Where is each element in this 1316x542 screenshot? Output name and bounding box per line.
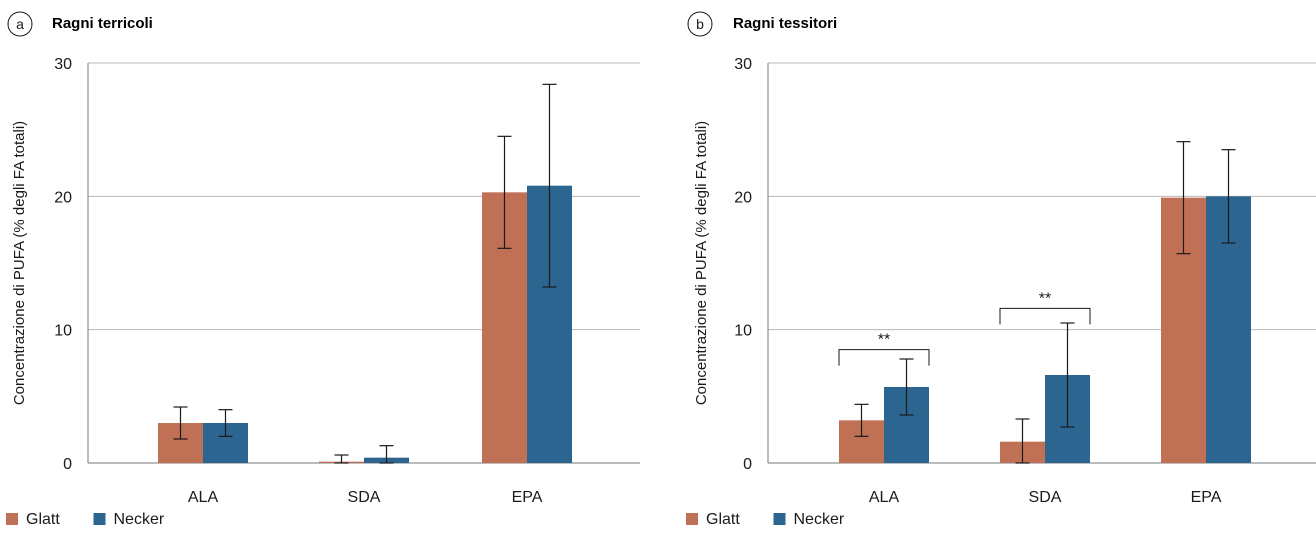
legend-label: Necker bbox=[794, 511, 845, 528]
significance-marker: ** bbox=[878, 332, 890, 349]
x-tick-label: SDA bbox=[1029, 489, 1062, 506]
legend-swatch-necker bbox=[773, 513, 786, 525]
significance-bracket bbox=[999, 307, 1091, 325]
y-axis-label: Concentrazione di PUFA (% degli FA total… bbox=[11, 121, 28, 405]
significance-marker: ** bbox=[1039, 290, 1051, 307]
legend-swatch-necker bbox=[93, 513, 106, 525]
legend-swatch-glatt bbox=[686, 513, 698, 525]
legend-swatch-glatt bbox=[6, 513, 18, 525]
x-tick-label: EPA bbox=[1191, 489, 1222, 506]
y-axis-label: Concentrazione di PUFA (% degli FA total… bbox=[693, 121, 710, 405]
legend-label: Necker bbox=[114, 511, 165, 528]
y-tick-label: 20 bbox=[54, 189, 72, 206]
y-tick-label: 0 bbox=[63, 456, 72, 473]
x-tick-label: EPA bbox=[512, 489, 543, 506]
panel-a: a Ragni terricoli 0 10 20 30 Concentrazione di… bbox=[6, 11, 640, 528]
significance-bracket bbox=[838, 349, 930, 366]
y-tick-label: 10 bbox=[54, 323, 72, 340]
x-tick-label: ALA bbox=[869, 489, 900, 506]
panel-label: a bbox=[16, 16, 24, 32]
y-tick-label: 30 bbox=[734, 56, 752, 73]
y-tick-label: 10 bbox=[734, 323, 752, 340]
panel-b: b Ragni tessitori 0 10 20 30 Concentrazione di… bbox=[686, 11, 1316, 528]
y-tick-label: 20 bbox=[734, 189, 752, 206]
y-tick-label: 30 bbox=[54, 56, 72, 73]
x-tick-label: ALA bbox=[188, 489, 219, 506]
panel-badge-circle bbox=[687, 11, 713, 37]
panel-badge-circle bbox=[7, 11, 33, 37]
y-tick-label: 0 bbox=[743, 456, 752, 473]
chart-title: Ragni terricoli bbox=[52, 15, 153, 32]
legend-label: Glatt bbox=[26, 511, 60, 528]
x-tick-label: SDA bbox=[348, 489, 381, 506]
chart-title: Ragni tessitori bbox=[733, 15, 837, 32]
panel-label: b bbox=[696, 16, 704, 32]
legend-label: Glatt bbox=[706, 511, 740, 528]
